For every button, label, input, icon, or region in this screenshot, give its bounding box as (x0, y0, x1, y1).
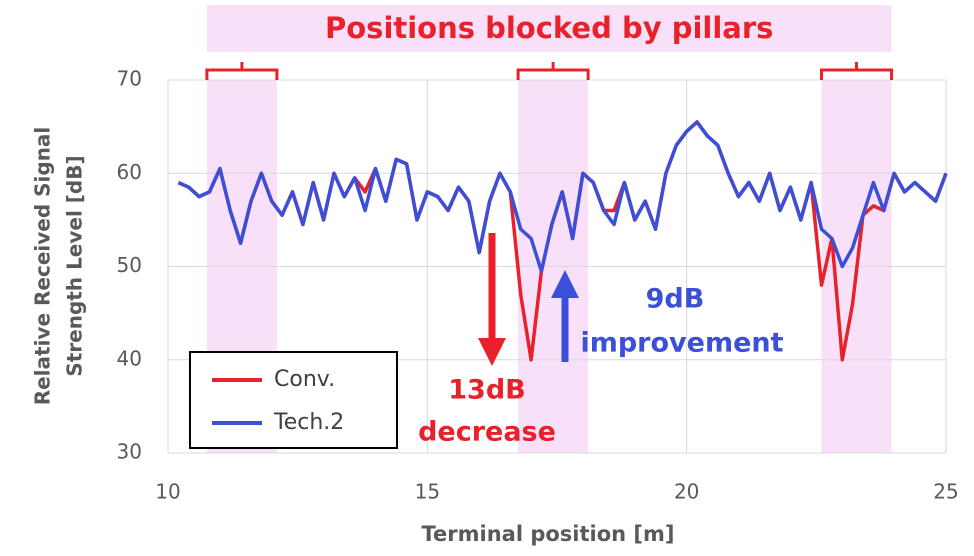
series-line (177, 120, 948, 273)
y-axis-label: Relative Received Signal (31, 127, 55, 406)
y-tick-label: 60 (117, 160, 142, 184)
x-tick-label: 20 (674, 480, 699, 504)
y-tick-label: 30 (117, 440, 142, 464)
x-tick-label: 15 (415, 480, 440, 504)
title-banner (206, 5, 892, 52)
foreground-layer: 13dB decrease 9dB improvement Conv. Tech.2 (177, 62, 948, 449)
y-tick-label: 50 (117, 253, 142, 277)
x-axis-label: Terminal position [m] (421, 522, 674, 546)
annotation: decrease (418, 417, 556, 448)
bracket (516, 62, 590, 80)
bracket (205, 62, 279, 80)
legend-box (189, 351, 398, 449)
x-tick-label: 25 (933, 480, 958, 504)
annotation: improvement (580, 328, 783, 359)
y-tick-label: 40 (117, 346, 142, 370)
annotation: 9dB (646, 284, 705, 315)
y-tick-label: 70 (117, 67, 142, 91)
bracket (820, 62, 894, 80)
arrow-head (551, 270, 579, 298)
annotation: 13dB (448, 375, 525, 406)
legend-label: Tech.2 (273, 410, 344, 435)
x-tick-label: 10 (155, 480, 180, 504)
y-axis-label: Strength Level [dB] (63, 155, 87, 376)
arrow-head (478, 338, 506, 366)
chart-title: Positions blocked by pillars (325, 11, 773, 45)
background-layer (167, 5, 947, 454)
legend-label: Conv. (274, 367, 335, 392)
